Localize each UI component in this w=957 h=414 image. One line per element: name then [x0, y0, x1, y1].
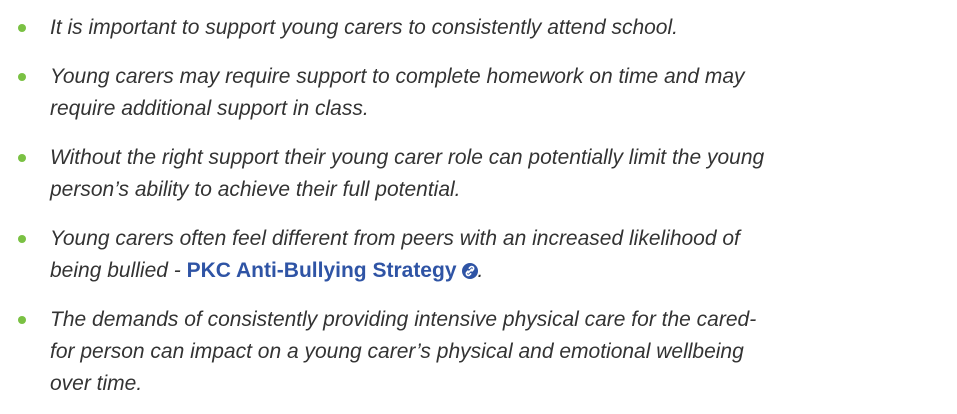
- item-line: for person can impact on a young carer’s…: [50, 336, 957, 368]
- item-line: require additional support in class.: [50, 93, 957, 125]
- link-icon[interactable]: [461, 263, 478, 279]
- item-text: Young carers often feel different from p…: [50, 227, 740, 250]
- item-line: person’s ability to achieve their full p…: [50, 174, 957, 206]
- item-line: Without the right support their young ca…: [50, 142, 957, 174]
- bullet-item: Without the right support their young ca…: [0, 142, 957, 206]
- item-text: The demands of consistently providing in…: [50, 308, 757, 331]
- item-text: require additional support in class.: [50, 97, 369, 120]
- item-line: being bullied - PKC Anti-Bullying Strate…: [50, 255, 957, 287]
- bullet-item: Young carers may require support to comp…: [0, 61, 957, 125]
- item-text: person’s ability to achieve their full p…: [50, 178, 461, 201]
- bullet-item: The demands of consistently providing in…: [0, 304, 957, 400]
- item-line: It is important to support young carers …: [50, 12, 957, 44]
- item-text: Without the right support their young ca…: [50, 146, 765, 169]
- item-text: over time.: [50, 372, 143, 395]
- bullet-item: It is important to support young carers …: [0, 12, 957, 44]
- bullet-list: It is important to support young carers …: [0, 12, 957, 400]
- link[interactable]: PKC Anti-Bullying Strategy: [186, 259, 457, 282]
- item-line: over time.: [50, 368, 957, 400]
- item-text: Young carers may require support to comp…: [50, 65, 745, 88]
- item-line: The demands of consistently providing in…: [50, 304, 957, 336]
- item-line: Young carers often feel different from p…: [50, 223, 957, 255]
- bullet-item: Young carers often feel different from p…: [0, 223, 957, 287]
- item-text: It is important to support young carers …: [50, 16, 678, 39]
- item-text: for person can impact on a young carer’s…: [50, 340, 744, 363]
- item-text: being bullied -: [50, 259, 187, 282]
- item-text: .: [477, 259, 484, 282]
- item-line: Young carers may require support to comp…: [50, 61, 957, 93]
